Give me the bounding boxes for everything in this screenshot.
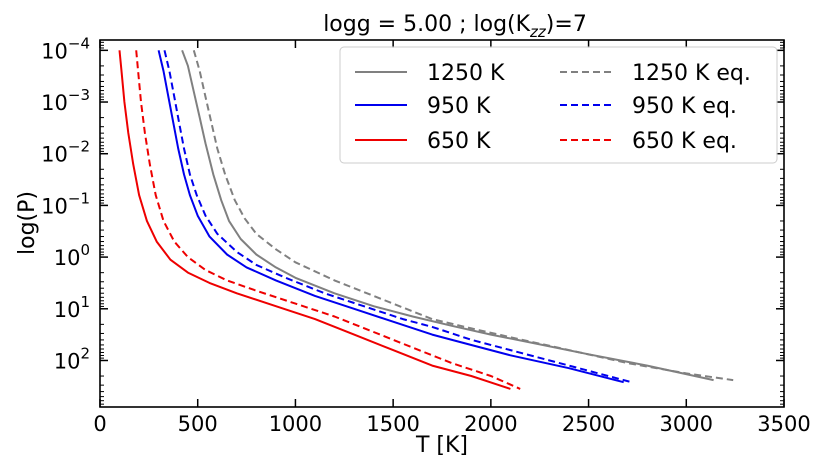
series-line-2 bbox=[118, 50, 511, 390]
x-axis: 0 500 1000 1500 2000 2500 3000 3500 bbox=[93, 40, 811, 436]
y-tick-label: 10−4 bbox=[41, 34, 90, 63]
x-tick-label: 3500 bbox=[757, 412, 810, 436]
x-tick-label: 2000 bbox=[464, 412, 517, 436]
y-axis-label: log(P) bbox=[15, 191, 40, 255]
plot-frame bbox=[99, 39, 785, 408]
y-tick-label: 10−3 bbox=[41, 86, 90, 115]
series-line-3 bbox=[192, 50, 734, 382]
x-tick-label: 3000 bbox=[660, 412, 713, 436]
x-tick-label: 1500 bbox=[366, 412, 419, 436]
series-line-0 bbox=[181, 49, 714, 382]
series-line-5 bbox=[135, 50, 521, 390]
legend-frame bbox=[339, 46, 778, 164]
y-tick-label: 102 bbox=[54, 344, 90, 373]
y-tick-label: 100 bbox=[54, 241, 90, 270]
legend: 1250 K 950 K 650 K 1250 K eq. 950 K eq. 650 K… bbox=[339, 46, 778, 164]
x-tick-label: 0 bbox=[93, 412, 106, 436]
series-line-1 bbox=[157, 50, 624, 384]
legend-label-3: 1250 K eq. bbox=[632, 61, 751, 86]
legend-label-2: 650 K bbox=[427, 129, 491, 154]
x-tick-label: 2500 bbox=[562, 412, 615, 436]
legend-label-5: 650 K eq. bbox=[632, 129, 737, 154]
plot-series bbox=[118, 49, 734, 390]
chart-title: logg = 5.00 ; log(Kzz)=7 bbox=[323, 12, 587, 41]
y-tick-label: 10−1 bbox=[41, 189, 90, 218]
x-axis-label: T [K] bbox=[415, 433, 468, 458]
legend-label-1: 950 K bbox=[427, 94, 491, 119]
x-tick-label: 1000 bbox=[269, 412, 322, 436]
y-tick-label: 101 bbox=[54, 293, 90, 322]
series-line-4 bbox=[163, 50, 632, 384]
y-axis: 10−4 10−3 10−2 10−1 100 101 102 bbox=[41, 34, 784, 405]
legend-label-4: 950 K eq. bbox=[632, 94, 737, 119]
x-tick-label: 500 bbox=[178, 412, 218, 436]
y-tick-label: 10−2 bbox=[41, 138, 90, 167]
legend-label-0: 1250 K bbox=[427, 61, 505, 86]
